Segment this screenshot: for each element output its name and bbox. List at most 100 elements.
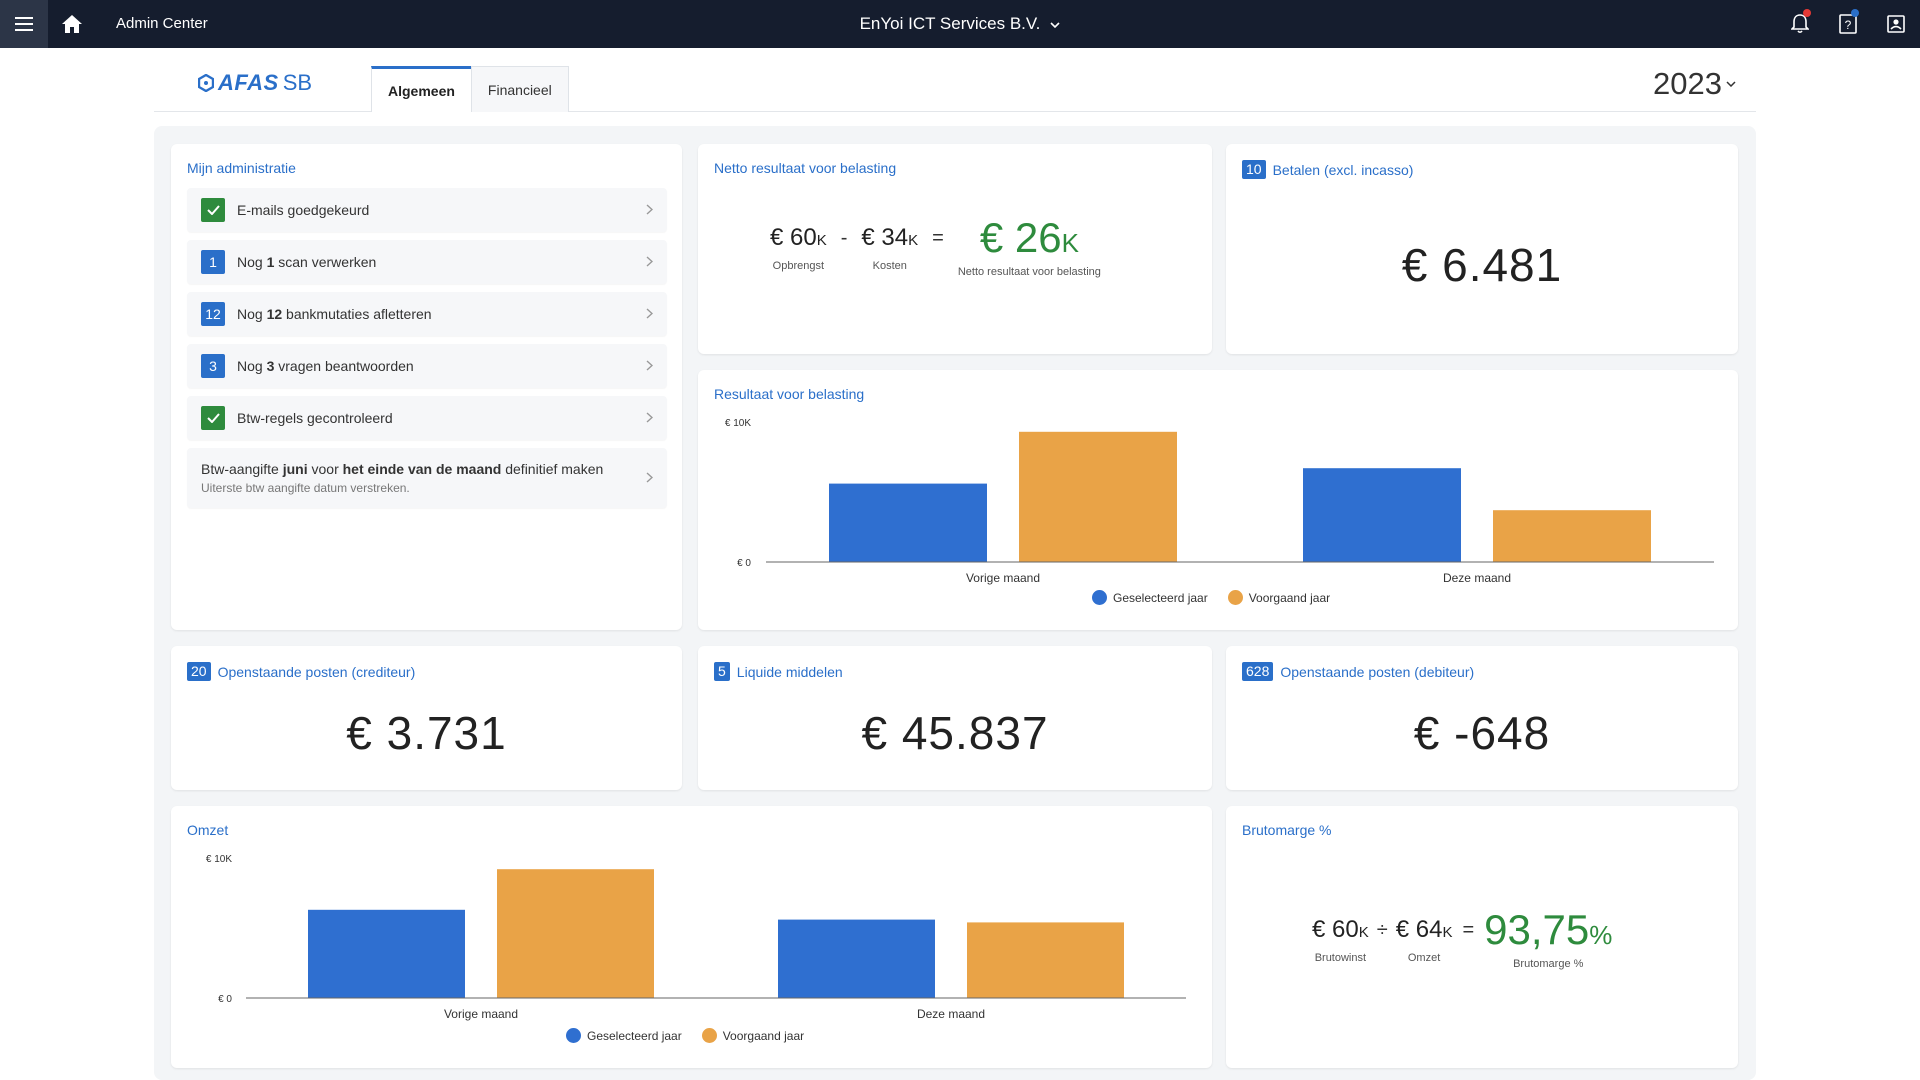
admin-task-label: Nog 3 vragen beantwoorden xyxy=(237,358,414,374)
betalen-value: € 6.481 xyxy=(1401,239,1563,291)
tab-financieel[interactable]: Financieel xyxy=(470,66,569,112)
crediteur-count-badge: 20 xyxy=(187,662,211,681)
netto-card-title: Netto resultaat voor belasting xyxy=(714,160,897,176)
resultaat-chart-legend: Geselecteerd jaar Voorgaand jaar xyxy=(1092,590,1330,605)
chevron-right-icon xyxy=(646,410,654,426)
y-tick-label: € 0 xyxy=(737,558,751,569)
betalen-card: 10 Betalen (excl. incasso) € 6.481 xyxy=(1226,144,1738,354)
debiteur-title-text: Openstaande posten (debiteur) xyxy=(1280,663,1475,680)
brutomarge-card-title: Brutomarge % xyxy=(1242,822,1332,838)
bar[interactable] xyxy=(497,869,654,998)
admin-task-list: E-mails goedgekeurd 1 Nog 1 scan verwerken… xyxy=(187,188,667,516)
btw-aangifte-subtext: Uiterste btw aangifte datum verstreken. xyxy=(201,481,410,495)
netto-result-block: € 26K Netto resultaat voor belasting xyxy=(958,214,1101,278)
admin-task-item[interactable]: E-mails goedgekeurd xyxy=(187,188,667,232)
crediteur-card: 20 Openstaande posten (crediteur) € 3.73… xyxy=(171,646,682,790)
bar[interactable] xyxy=(829,483,987,562)
brutowinst-label: Brutowinst xyxy=(1314,952,1367,964)
check-icon xyxy=(201,406,225,430)
netto-formula: € 60K Opbrengst - € 34K Kosten = € 26K N… xyxy=(770,214,1101,278)
netto-card: Netto resultaat voor belasting € 60K Opb… xyxy=(698,144,1212,354)
btw-aangifte-label: Btw-aangifte juni voor het einde van de … xyxy=(201,461,604,477)
home-icon[interactable] xyxy=(56,0,88,48)
user-icon[interactable] xyxy=(1872,0,1920,48)
chevron-right-icon xyxy=(646,358,654,374)
brutomarge-formula: € 60K Brutowinst ÷ € 64K Omzet = 93,75% … xyxy=(1312,906,1612,970)
legend-label: Voorgaand jaar xyxy=(722,1028,805,1043)
liquide-card-title: 5 Liquide middelen xyxy=(714,662,843,681)
x-category-label: Deze maand xyxy=(1443,571,1511,585)
equals-operator: = xyxy=(1462,919,1475,941)
minus-operator: - xyxy=(840,227,848,249)
admin-task-item[interactable]: 12 Nog 12 bankmutaties afletteren xyxy=(187,292,667,336)
svg-text:?: ? xyxy=(1845,18,1852,32)
legend-label: Geselecteerd jaar xyxy=(1113,590,1208,605)
y-tick-label: € 10K xyxy=(206,854,232,865)
hamburger-menu-icon[interactable] xyxy=(0,0,48,48)
x-category-label: Vorige maand xyxy=(966,571,1040,585)
legend-item[interactable]: Geselecteerd jaar xyxy=(566,1028,682,1043)
admin-task-label: Nog 1 scan verwerken xyxy=(237,254,377,270)
afas-logo-icon xyxy=(198,74,214,92)
netto-result-value: € 26K xyxy=(979,214,1079,261)
resultaat-chart-title: Resultaat voor belasting xyxy=(714,386,865,402)
omzet-chart-card: Omzet € 10K € 0 Vorige maand Deze maand Ges… xyxy=(171,806,1212,1068)
debiteur-value: € -648 xyxy=(1413,707,1551,759)
tab-bar: Algemeen Financieel xyxy=(371,66,569,112)
resultaat-chart-card: Resultaat voor belasting € 10K € 0 Vorige … xyxy=(698,370,1738,630)
legend-label: Geselecteerd jaar xyxy=(587,1028,682,1043)
debiteur-card-title: 628 Openstaande posten (debiteur) xyxy=(1242,662,1474,681)
admin-center-link[interactable]: Admin Center xyxy=(116,15,208,32)
bar[interactable] xyxy=(308,909,465,998)
netto-result-label: Netto resultaat voor belasting xyxy=(957,266,1101,278)
chevron-right-icon xyxy=(646,470,654,486)
debiteur-card: 628 Openstaande posten (debiteur) € -648 xyxy=(1226,646,1738,790)
kosten-block: € 34K Kosten xyxy=(861,224,918,272)
admin-card-title: Mijn administratie xyxy=(187,160,296,176)
help-icon[interactable]: ? xyxy=(1824,0,1872,48)
admin-task-item[interactable]: 1 Nog 1 scan verwerken xyxy=(187,240,667,284)
omzet-chart-legend: Geselecteerd jaar Voorgaand jaar xyxy=(566,1028,804,1043)
crediteur-value: € 3.731 xyxy=(346,707,507,759)
admin-card: Mijn administratie E-mails goedgekeurd 1 N… xyxy=(171,144,682,630)
legend-dot-icon xyxy=(1092,590,1107,605)
chevron-right-icon xyxy=(646,306,654,322)
kosten-value: € 34K xyxy=(861,224,919,251)
chevron-right-icon xyxy=(646,202,654,218)
bar[interactable] xyxy=(967,922,1124,998)
brutowinst-value: € 60K xyxy=(1312,916,1369,943)
dashboard: Mijn administratie E-mails goedgekeurd 1 N… xyxy=(154,126,1756,1080)
admin-task-label: Nog 12 bankmutaties afletteren xyxy=(237,306,432,322)
equals-operator: = xyxy=(932,227,944,249)
betalen-card-title: 10 Betalen (excl. incasso) xyxy=(1242,160,1413,179)
opbrengst-value: € 60K xyxy=(770,224,827,251)
bell-icon[interactable] xyxy=(1776,0,1824,48)
chevron-right-icon xyxy=(646,254,654,270)
admin-task-label: E-mails goedgekeurd xyxy=(237,202,370,218)
legend-item[interactable]: Voorgaand jaar xyxy=(701,1028,805,1043)
brutomarge-card: Brutomarge % € 60K Brutowinst ÷ € 64K Om… xyxy=(1226,806,1738,1068)
opbrengst-block: € 60K Opbrengst xyxy=(770,224,827,272)
y-tick-label: € 0 xyxy=(218,994,232,1005)
legend-item[interactable]: Geselecteerd jaar xyxy=(1092,590,1208,605)
opbrengst-label: Opbrengst xyxy=(772,260,825,272)
admin-task-item[interactable]: 3 Nog 3 vragen beantwoorden xyxy=(187,344,667,388)
bar[interactable] xyxy=(1493,510,1651,562)
crediteur-title-text: Openstaande posten (crediteur) xyxy=(217,663,416,680)
bar[interactable] xyxy=(778,919,935,998)
omzet-label: Omzet xyxy=(1407,952,1441,964)
bar[interactable] xyxy=(1019,431,1177,562)
liquide-card: 5 Liquide middelen € 45.837 xyxy=(698,646,1212,790)
bar[interactable] xyxy=(1303,468,1461,562)
betalen-title-text: Betalen (excl. incasso) xyxy=(1272,161,1414,178)
company-name[interactable]: EnYoi ICT Services B.V. xyxy=(859,14,1041,33)
chevron-down-icon[interactable] xyxy=(1050,15,1060,33)
omzet-bar-chart: € 10K € 0 Vorige maand Deze maand xyxy=(206,854,1186,1021)
btw-aangifte-item[interactable]: Btw-aangifte juni voor het einde van de … xyxy=(187,448,667,508)
legend-item[interactable]: Voorgaand jaar xyxy=(1227,590,1330,605)
admin-task-item[interactable]: Btw-regels gecontroleerd xyxy=(187,396,667,440)
tab-algemeen[interactable]: Algemeen xyxy=(371,66,472,112)
check-icon xyxy=(201,198,225,222)
year-selector[interactable]: 2023 xyxy=(1653,66,1736,102)
brutowinst-block: € 60K Brutowinst xyxy=(1312,916,1369,964)
